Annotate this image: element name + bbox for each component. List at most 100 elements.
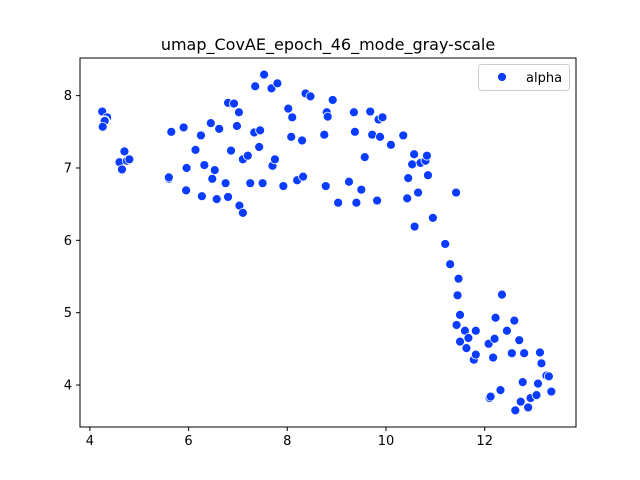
data-point	[229, 98, 239, 109]
data-point	[451, 320, 462, 330]
data-point	[470, 325, 481, 336]
data-point	[536, 358, 547, 369]
data-point	[351, 197, 362, 208]
data-point	[403, 173, 414, 184]
data-point	[209, 165, 220, 176]
data-point	[413, 187, 423, 198]
data-point	[245, 178, 256, 189]
data-point	[470, 349, 481, 360]
data-point	[163, 172, 174, 183]
data-point	[515, 396, 526, 407]
y-tick-label: 8	[64, 89, 72, 104]
data-point	[250, 81, 261, 92]
data-point	[497, 289, 507, 300]
data-point	[254, 142, 265, 152]
data-point	[211, 194, 222, 204]
data-point	[199, 160, 210, 170]
data-point	[409, 221, 420, 232]
data-point	[407, 159, 418, 170]
data-point	[533, 378, 543, 389]
data-point	[398, 130, 409, 141]
data-point	[297, 135, 307, 146]
plot-area-frame	[79, 57, 577, 428]
chart-title: umap_CovAE_epoch_46_mode_gray-scale	[161, 35, 495, 55]
data-point	[427, 212, 438, 223]
data-point	[298, 171, 308, 182]
data-point	[226, 145, 236, 156]
data-point	[205, 118, 216, 129]
data-point	[452, 290, 463, 301]
data-point	[286, 131, 297, 142]
x-tick-label: 4	[86, 434, 94, 449]
data-point	[422, 150, 432, 161]
data-point	[242, 150, 253, 161]
x-tick-label: 6	[184, 434, 192, 449]
data-point	[97, 121, 108, 132]
data-point	[386, 139, 396, 150]
data-point	[453, 273, 464, 284]
data-point	[485, 391, 496, 402]
data-point	[488, 352, 498, 363]
data-point	[349, 126, 360, 137]
data-point	[356, 184, 367, 195]
x-tick-label: 10	[378, 434, 395, 449]
y-tick-label: 6	[64, 234, 72, 249]
x-tick-label: 8	[283, 434, 291, 449]
data-point	[445, 259, 456, 270]
data-point	[270, 154, 280, 165]
data-point	[535, 347, 545, 358]
data-point	[181, 163, 192, 173]
data-point	[234, 107, 244, 118]
data-point	[124, 154, 135, 165]
data-point	[257, 178, 268, 189]
data-point	[272, 78, 283, 89]
data-point	[349, 107, 359, 118]
data-point	[305, 91, 316, 102]
legend-label-alpha: alpha	[526, 71, 562, 86]
data-point	[214, 124, 225, 134]
data-point	[117, 164, 127, 175]
data-point	[181, 185, 192, 196]
legend: alpha	[478, 64, 570, 91]
data-point	[283, 103, 294, 114]
y-tick-label: 5	[64, 306, 72, 321]
data-point	[119, 146, 130, 157]
data-point	[402, 193, 413, 204]
data-point	[463, 333, 474, 343]
data-point	[365, 106, 376, 117]
data-point	[232, 121, 242, 131]
data-point	[320, 181, 331, 191]
data-point	[495, 385, 506, 396]
data-point	[259, 69, 269, 80]
data-point	[375, 131, 385, 142]
data-point	[523, 402, 534, 413]
data-point	[489, 333, 500, 344]
data-point	[190, 144, 201, 155]
data-point	[440, 239, 451, 249]
x-tick-label: 12	[476, 434, 493, 449]
data-point	[196, 130, 206, 141]
data-point	[543, 371, 554, 382]
data-point	[519, 348, 530, 359]
data-point	[287, 112, 298, 123]
data-point	[546, 386, 557, 397]
data-point	[178, 122, 189, 133]
data-point	[409, 149, 420, 160]
data-point	[490, 312, 501, 323]
data-point	[461, 343, 472, 354]
legend-marker-alpha	[497, 72, 507, 82]
data-point	[237, 207, 248, 218]
data-point	[455, 309, 465, 320]
data-point	[333, 197, 344, 208]
data-point	[514, 335, 525, 346]
data-point	[451, 187, 461, 198]
data-point	[223, 192, 233, 202]
data-point	[319, 129, 330, 140]
points-layer	[97, 69, 557, 416]
data-point	[517, 377, 528, 388]
data-point	[255, 125, 266, 136]
data-point	[220, 178, 231, 189]
data-point	[359, 152, 370, 163]
data-point	[509, 315, 520, 326]
